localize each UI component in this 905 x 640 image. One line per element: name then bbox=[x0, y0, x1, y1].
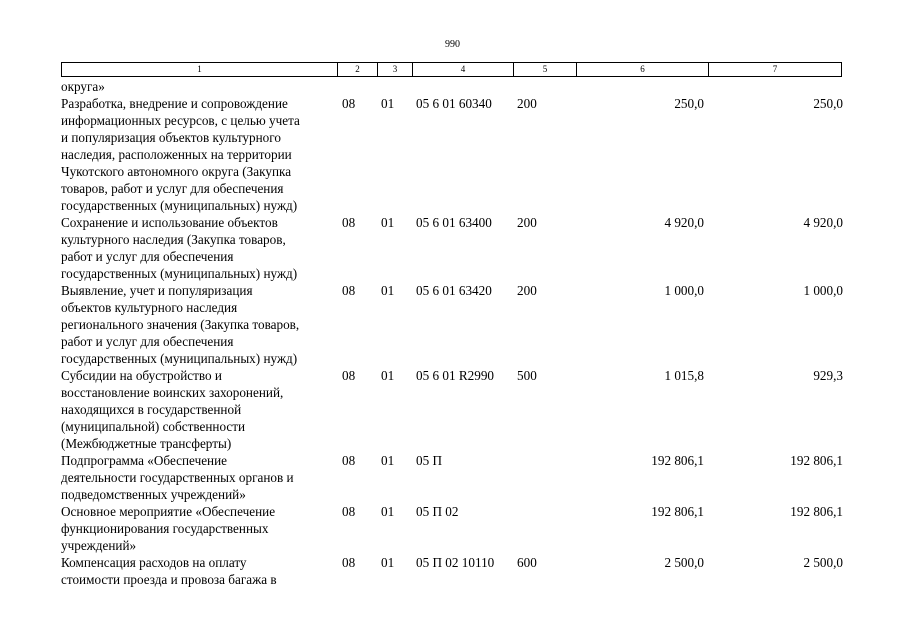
table-row: Основное мероприятие «Обеспечение функцио… bbox=[61, 503, 843, 554]
row-amount-1: 4 920,0 bbox=[664, 215, 704, 230]
table-row: Субсидии на обустройство и восстановление… bbox=[61, 367, 843, 452]
description-line: государственных (муниципальных) нужд) bbox=[61, 351, 298, 366]
table-row: Компенсация расходов на оплату стоимости … bbox=[61, 554, 843, 588]
row-target-article: 05 П bbox=[416, 453, 443, 468]
row-description: Выявление, учет и популяризация объектов … bbox=[61, 282, 337, 367]
description-line: государственных (муниципальных) нужд) bbox=[61, 198, 298, 213]
row-section: 08 bbox=[342, 96, 356, 111]
row-section: 08 bbox=[342, 453, 356, 468]
row-section: 08 bbox=[342, 368, 356, 383]
row-target-article: 05 6 01 63420 bbox=[416, 283, 492, 298]
row-subsection: 01 bbox=[381, 215, 395, 230]
table-body: округа» Разработка, внедрение и сопровожд… bbox=[61, 78, 843, 588]
row-expense-type: 200 bbox=[517, 96, 537, 111]
row-subsection: 01 bbox=[381, 96, 395, 111]
row-amount-1: 192 806,1 bbox=[651, 453, 704, 468]
description-line: (Межбюджетные трансферты) bbox=[61, 436, 232, 451]
description-line: работ и услуг для обеспечения bbox=[61, 334, 234, 349]
description-line: Чукотского автономного округа (Закупка bbox=[61, 164, 292, 179]
row-description: Подпрограмма «Обеспечение деятельности го… bbox=[61, 452, 337, 503]
description-line: находящихся в государственной bbox=[61, 402, 242, 417]
row-amount-1: 2 500,0 bbox=[664, 555, 704, 570]
description-line: деятельности государственных органов и bbox=[61, 470, 294, 485]
table-row: Сохранение и использование объектов культ… bbox=[61, 214, 843, 282]
description-line: Разработка, внедрение и сопровождение bbox=[61, 96, 288, 111]
description-line: Выявление, учет и популяризация bbox=[61, 283, 253, 298]
table-row: округа» bbox=[61, 78, 843, 95]
description-line: Подпрограмма «Обеспечение bbox=[61, 453, 228, 468]
row-expense-type: 600 bbox=[517, 555, 537, 570]
row-subsection: 01 bbox=[381, 555, 395, 570]
table-row: Выявление, учет и популяризация объектов … bbox=[61, 282, 843, 367]
row-amount-2: 250,0 bbox=[813, 96, 843, 111]
description-line: округа» bbox=[61, 79, 105, 94]
table-header: 1 2 3 4 5 6 7 bbox=[61, 62, 842, 77]
row-amount-2: 4 920,0 bbox=[803, 215, 843, 230]
description-line: государственных (муниципальных) нужд) bbox=[61, 266, 298, 281]
row-target-article: 05 6 01 R2990 bbox=[416, 368, 495, 383]
row-subsection: 01 bbox=[381, 283, 395, 298]
row-expense-type: 200 bbox=[517, 215, 537, 230]
description-line: информационных ресурсов, с целью учета bbox=[61, 113, 300, 128]
description-line: учреждений» bbox=[61, 538, 137, 553]
row-description: Компенсация расходов на оплату стоимости … bbox=[61, 554, 337, 588]
description-line: регионального значения (Закупка товаров, bbox=[61, 317, 300, 332]
row-expense-type: 500 bbox=[517, 368, 537, 383]
row-amount-1: 250,0 bbox=[674, 96, 704, 111]
description-line: Компенсация расходов на оплату bbox=[61, 555, 247, 570]
row-subsection: 01 bbox=[381, 453, 395, 468]
header-col-7: 7 bbox=[708, 62, 842, 77]
description-line: Сохранение и использование объектов bbox=[61, 215, 278, 230]
description-line: и популяризация объектов культурного bbox=[61, 130, 281, 145]
row-section: 08 bbox=[342, 504, 356, 519]
header-col-2: 2 bbox=[337, 62, 378, 77]
row-subsection: 01 bbox=[381, 368, 395, 383]
header-col-4: 4 bbox=[412, 62, 514, 77]
description-line: культурного наследия (Закупка товаров, bbox=[61, 232, 286, 247]
row-amount-2: 192 806,1 bbox=[790, 504, 843, 519]
row-target-article: 05 П 02 bbox=[416, 504, 459, 519]
description-line: подведомственных учреждений» bbox=[61, 487, 246, 502]
description-line: функционирования государственных bbox=[61, 521, 269, 536]
header-row: 1 2 3 4 5 6 7 bbox=[61, 62, 842, 77]
page-number: 990 bbox=[445, 39, 460, 50]
row-amount-2: 1 000,0 bbox=[803, 283, 843, 298]
description-line: Субсидии на обустройство и bbox=[61, 368, 222, 383]
table-row: Разработка, внедрение и сопровождение инф… bbox=[61, 95, 843, 214]
header-col-5: 5 bbox=[513, 62, 577, 77]
table-row: Подпрограмма «Обеспечение деятельности го… bbox=[61, 452, 843, 503]
description-line: товаров, работ и услуг для обеспечения bbox=[61, 181, 284, 196]
row-description: Разработка, внедрение и сопровождение инф… bbox=[61, 95, 337, 214]
description-line: объектов культурного наследия bbox=[61, 300, 238, 315]
row-subsection: 01 bbox=[381, 504, 395, 519]
row-target-article: 05 6 01 63400 bbox=[416, 215, 492, 230]
row-description: Основное мероприятие «Обеспечение функцио… bbox=[61, 503, 337, 554]
row-amount-2: 929,3 bbox=[813, 368, 843, 383]
description-line: стоимости проезда и провоза багажа в bbox=[61, 572, 277, 587]
header-col-3: 3 bbox=[377, 62, 413, 77]
description-line: Основное мероприятие «Обеспечение bbox=[61, 504, 276, 519]
row-section: 08 bbox=[342, 215, 356, 230]
description-line: наследия, расположенных на территории bbox=[61, 147, 292, 162]
row-expense-type: 200 bbox=[517, 283, 537, 298]
row-amount-1: 192 806,1 bbox=[651, 504, 704, 519]
description-line: (муниципальной) собственности bbox=[61, 419, 246, 434]
row-amount-1: 1 015,8 bbox=[664, 368, 704, 383]
row-target-article: 05 П 02 10110 bbox=[416, 555, 495, 570]
row-amount-2: 2 500,0 bbox=[803, 555, 843, 570]
row-target-article: 05 6 01 60340 bbox=[416, 96, 492, 111]
row-description: Сохранение и использование объектов культ… bbox=[61, 214, 337, 282]
header-col-1: 1 bbox=[61, 62, 338, 77]
header-col-6: 6 bbox=[576, 62, 709, 77]
description-line: восстановление воинских захоронений, bbox=[61, 385, 284, 400]
row-amount-1: 1 000,0 bbox=[664, 283, 704, 298]
description-line: работ и услуг для обеспечения bbox=[61, 249, 234, 264]
row-description: округа» bbox=[61, 78, 337, 95]
row-section: 08 bbox=[342, 555, 356, 570]
row-section: 08 bbox=[342, 283, 356, 298]
row-description: Субсидии на обустройство и восстановление… bbox=[61, 367, 337, 452]
row-amount-2: 192 806,1 bbox=[790, 453, 843, 468]
